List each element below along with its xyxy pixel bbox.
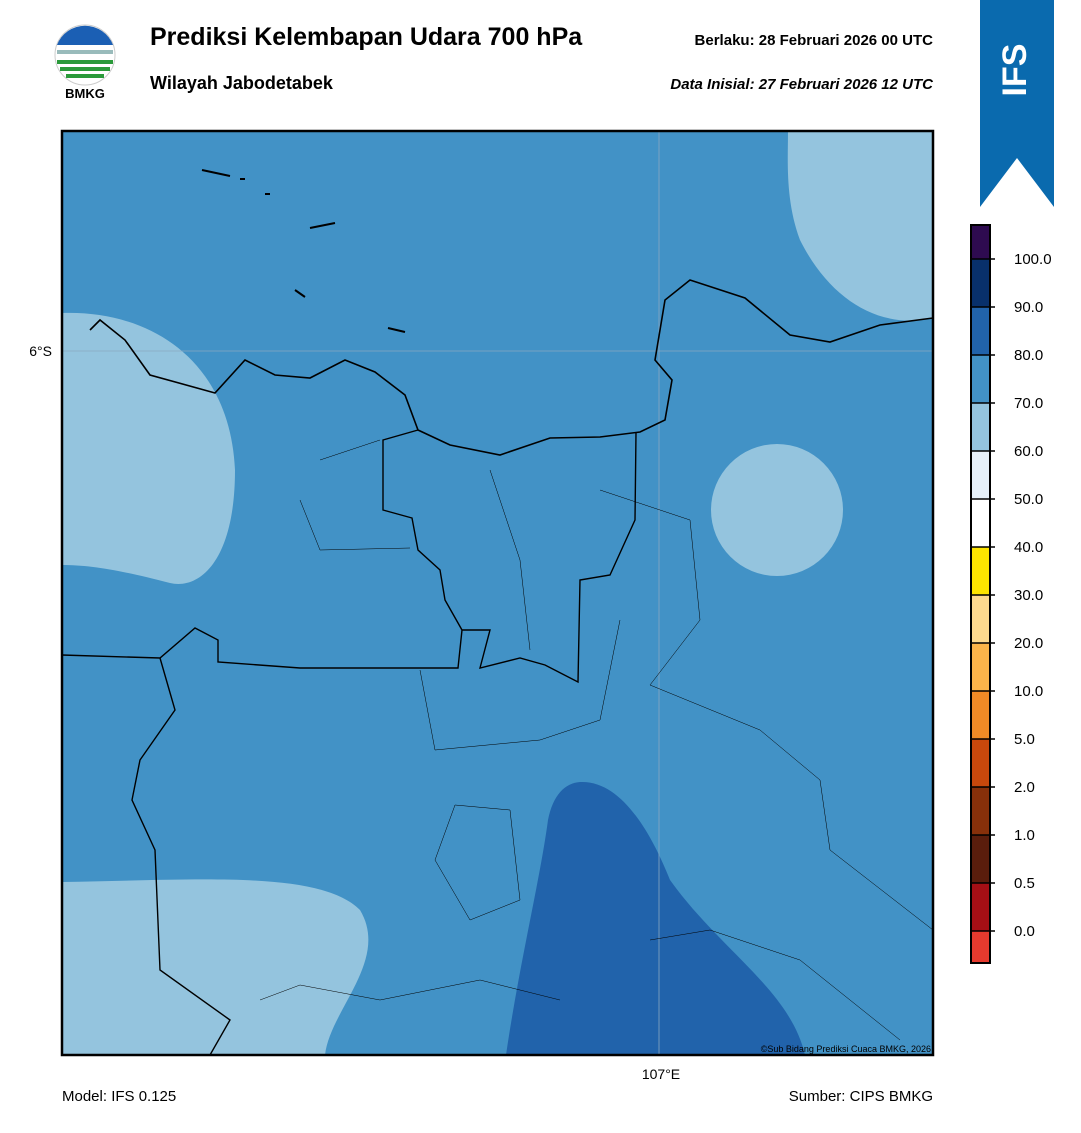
regency-border [259, 439, 933, 1041]
colorbar-label: 1.0 [1014, 827, 1035, 844]
colorbar-label: 20.0 [1014, 635, 1043, 652]
colorbar: 0.0 0.5 1.0 2.0 5.0 10.0 20.0 30.0 40.0 50.0 60.0 7… [970, 224, 1052, 964]
colorbar-swatch [971, 739, 990, 787]
subtitle: Wilayah Jabodetabek [150, 73, 334, 93]
colorbar-swatch [971, 259, 990, 307]
colorbar-swatch [971, 499, 990, 547]
colorbar-swatch [971, 355, 990, 403]
colorbar-swatch [971, 451, 990, 499]
colorbar-label: 70.0 [1014, 395, 1043, 412]
colorbar-label: 90.0 [1014, 299, 1043, 316]
lat-label: 6°S [29, 343, 52, 359]
valid-time: Berlaku: 28 Februari 2026 00 UTC [695, 32, 934, 49]
humid-zone [711, 444, 843, 576]
colorbar-swatch [971, 643, 990, 691]
humid-zone [506, 781, 805, 1055]
colorbar-label: 10.0 [1014, 683, 1043, 700]
humid-zone [787, 131, 933, 321]
init-time: Data Inisial: 27 Februari 2026 12 UTC [670, 76, 934, 93]
colorbar-swatch [971, 547, 990, 595]
colorbar-swatch [971, 691, 990, 739]
colorbar-frame [970, 224, 991, 964]
logo-text: BMKG [65, 86, 105, 101]
colorbar-swatch [971, 225, 990, 259]
logo: BMKG [54, 24, 116, 101]
colorbar-swatch [971, 307, 990, 355]
map-frame [60, 129, 935, 1057]
colorbar-swatch [971, 883, 990, 931]
humid-zone [62, 312, 235, 584]
colorbar-swatch [971, 403, 990, 451]
colorbar-label: 30.0 [1014, 587, 1043, 604]
title: Prediksi Kelembapan Udara 700 hPa [150, 23, 583, 51]
colorbar-label: 100.0 [1014, 251, 1052, 268]
source: Sumber: CIPS BMKG [789, 1088, 933, 1105]
badge [980, 0, 1054, 207]
badge-text: IFS [996, 44, 1034, 97]
colorbar-swatch [971, 835, 990, 883]
colorbar-label: 80.0 [1014, 347, 1043, 364]
colorbar-label: 50.0 [1014, 491, 1043, 508]
colorbar-label: 60.0 [1014, 443, 1043, 460]
colorbar-label: 0.0 [1014, 923, 1035, 940]
colorbar-label: 5.0 [1014, 731, 1035, 748]
humid-zone [62, 879, 369, 1055]
colorbar-swatch [971, 595, 990, 643]
colorbar-swatch [971, 931, 990, 963]
model: Model: IFS 0.125 [62, 1088, 176, 1105]
colorbar-label: 2.0 [1014, 779, 1035, 796]
map: 6°S 107°E ©Sub Bidang Prediksi Cuaca BMK… [29, 129, 935, 1082]
colorbar-swatch [971, 787, 990, 835]
credit: ©Sub Bidang Prediksi Cuaca BMKG, 2026 [761, 1044, 931, 1054]
province-border [62, 429, 637, 1055]
island [201, 169, 406, 333]
coastline [89, 279, 933, 456]
colorbar-label: 0.5 [1014, 875, 1035, 892]
colorbar-label: 40.0 [1014, 539, 1043, 556]
lon-label: 107°E [642, 1066, 680, 1082]
